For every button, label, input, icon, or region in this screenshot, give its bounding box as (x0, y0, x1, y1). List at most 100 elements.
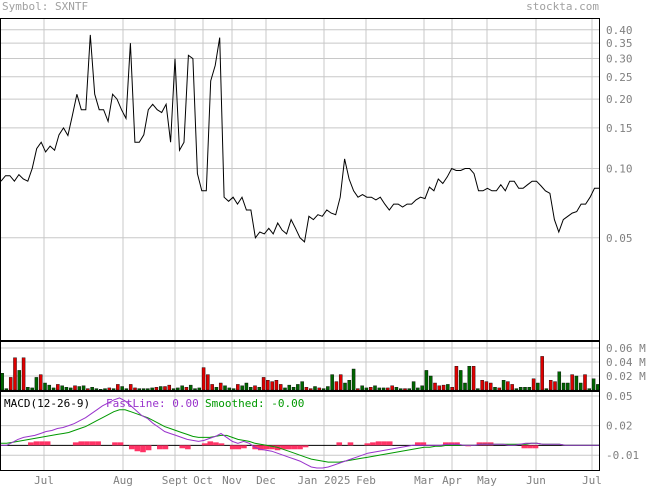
macd-histogram-bar (381, 441, 387, 446)
volume-bar (441, 384, 446, 391)
volume-bar (437, 385, 442, 391)
volume-panel (0, 356, 600, 391)
macd-smoothed-line (1, 409, 599, 463)
volume-bar (523, 387, 527, 391)
macd-panel (0, 397, 600, 469)
x-tick-label: Mar (414, 474, 434, 486)
volume-bar (403, 388, 407, 391)
volume-bar (77, 386, 82, 391)
volume-bar (416, 387, 420, 391)
volume-bar (364, 387, 369, 391)
volume-bar (381, 387, 386, 391)
volume-bar (124, 388, 129, 391)
volume-bar (38, 374, 43, 391)
macd-histogram-bar (297, 445, 303, 450)
x-tick-label: May (477, 474, 497, 486)
macd-fast-line (1, 397, 599, 469)
volume-bar (596, 384, 600, 391)
macd-histogram-bar (112, 442, 118, 446)
volume-bar (231, 388, 236, 391)
volume-bar (351, 368, 356, 391)
volume-bar (578, 382, 583, 391)
volume-bar (274, 380, 279, 391)
volume-bar (223, 385, 227, 391)
volume-bar (463, 382, 467, 391)
macd-histogram-bar (370, 442, 376, 446)
volume-bar (343, 382, 347, 391)
volume-bar (94, 388, 99, 391)
macd-histogram-bar (162, 445, 169, 450)
macd-histogram-bar (33, 441, 40, 446)
volume-bar (133, 387, 137, 391)
volume-bar (338, 374, 343, 391)
price-line (0, 34, 599, 243)
price-tick-label: 0.15 (606, 122, 633, 135)
macd-histogram-bar (465, 445, 472, 447)
volume-bar (146, 388, 150, 391)
volume-tick-label: 0.04 M (606, 356, 646, 369)
macd-histogram-bar (257, 445, 264, 451)
volume-bar (158, 386, 163, 391)
volume-bar (193, 388, 197, 391)
macd-histogram-bar (285, 445, 292, 450)
panel-frame (0, 341, 600, 391)
volume-bar (540, 356, 544, 391)
volume-bar (257, 387, 262, 391)
volume-bar (43, 382, 47, 391)
volume-bar (236, 384, 240, 391)
volume-bar (248, 387, 253, 391)
macd-histogram-bar (117, 442, 124, 446)
volume-bar (390, 385, 394, 391)
macd-histogram-bar (263, 445, 270, 450)
volume-bar (510, 384, 514, 391)
price-tick-label: 0.05 (606, 232, 633, 245)
volume-bar (548, 380, 553, 391)
price-tick-label: 0.20 (606, 93, 633, 106)
volume-bar (557, 371, 562, 391)
price-tick-label: 0.35 (606, 37, 633, 50)
volume-bar (21, 357, 26, 391)
volume-bar (283, 387, 287, 391)
volume-bar (566, 382, 570, 391)
macd-histogram-bar (39, 441, 45, 446)
volume-bar (553, 381, 557, 391)
macd-histogram-bar (241, 445, 247, 449)
volume-bar (253, 385, 257, 391)
macd-histogram-bar (375, 441, 382, 446)
volume-bar (527, 387, 532, 391)
volume-bar (330, 374, 334, 391)
macd-histogram-bar (386, 441, 393, 446)
volume-bar (184, 387, 189, 391)
macd-histogram-bar (179, 445, 186, 449)
macd-histogram-bar (229, 445, 236, 450)
volume-bar (407, 388, 412, 391)
volume-bar (476, 388, 480, 391)
volume-bar (176, 387, 180, 391)
volume-bar (47, 384, 52, 391)
volume-bar (8, 377, 13, 391)
volume-bar (30, 387, 34, 391)
macd-histogram-bar (140, 445, 146, 453)
volume-bar (484, 381, 489, 391)
volume-bar (111, 388, 116, 391)
volume-bar (428, 375, 433, 391)
macd-histogram-bar (235, 445, 242, 450)
macd-tick-label: 0.05 (606, 390, 633, 403)
volume-bar (544, 388, 549, 391)
volume-bar (270, 381, 274, 391)
volume-bar (501, 380, 506, 391)
price-panel (0, 34, 599, 243)
volume-bar (163, 386, 167, 391)
volume-bar (240, 385, 244, 391)
volume-bar (334, 381, 339, 391)
macd-histogram-bar (414, 442, 421, 446)
volume-bar (26, 387, 30, 391)
x-tick-label: Sept (162, 474, 189, 486)
volume-bar (150, 387, 154, 391)
volume-bar (261, 377, 266, 391)
volume-bar (296, 384, 300, 391)
volume-bar (570, 374, 574, 391)
volume-bar (128, 384, 133, 391)
volume-bar (90, 387, 94, 391)
